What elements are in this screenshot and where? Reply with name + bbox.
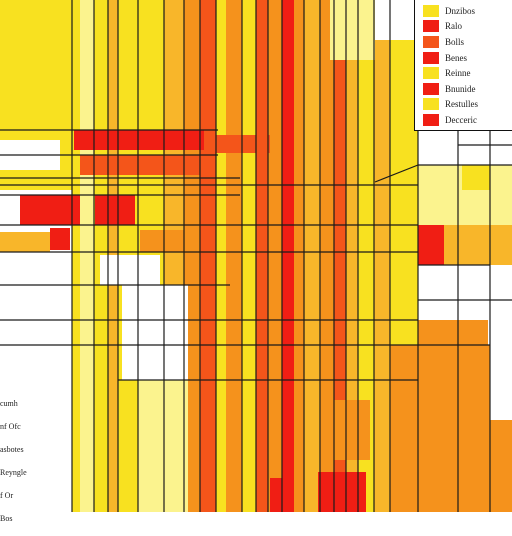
row-label: Bos <box>0 514 13 523</box>
legend-item: Reinne <box>423 65 512 81</box>
heatmap-chart <box>0 0 512 512</box>
heatmap-block <box>140 230 200 252</box>
row-label: nf Ofc <box>0 422 21 431</box>
legend-swatch <box>423 67 439 80</box>
legend-item: Dnzibos <box>423 3 512 19</box>
heatmap-column <box>374 0 390 512</box>
heatmap-column <box>226 0 242 512</box>
legend-item: Ralo <box>423 19 512 35</box>
row-label: f Or <box>0 491 14 500</box>
legend-swatch <box>423 82 439 95</box>
heatmap-block <box>418 265 490 320</box>
heatmap-block <box>100 255 160 285</box>
heatmap-block <box>80 155 200 175</box>
heatmap-block <box>210 135 270 153</box>
heatmap-column <box>304 0 320 512</box>
heatmap-block <box>138 380 188 512</box>
heatmap-block <box>490 300 512 420</box>
heatmap-block <box>320 400 370 460</box>
heatmap-column <box>282 0 294 512</box>
heatmap-block <box>95 195 135 225</box>
heatmap-block <box>20 195 80 225</box>
heatmap-column <box>320 0 334 512</box>
heatmap-block <box>418 225 444 265</box>
heatmap-block <box>418 320 458 345</box>
heatmap-column <box>200 0 216 512</box>
legend-label: Dnzibos <box>445 5 475 16</box>
heatmap-block <box>50 228 70 250</box>
legend-item: Bolls <box>423 34 512 50</box>
heatmap-column <box>256 0 268 512</box>
heatmap-block <box>330 0 375 60</box>
legend-swatch <box>423 98 439 111</box>
heatmap-block <box>0 0 72 130</box>
heatmap-block <box>122 285 188 380</box>
heatmap-column <box>334 0 346 512</box>
heatmap-column <box>72 0 80 512</box>
heatmap-block <box>0 232 50 252</box>
heatmap-column <box>346 0 358 512</box>
heatmap-block <box>74 130 204 150</box>
heatmap-block <box>458 320 488 345</box>
legend-item: Decceric <box>423 112 512 128</box>
legend: Dnzibos Ralo Bolls Benes Reinne Bnunide Restul… <box>414 0 512 131</box>
heatmap-column <box>358 0 374 512</box>
heatmap-cell <box>318 472 366 512</box>
heatmap-block <box>462 165 490 190</box>
heatmap-column <box>294 0 304 512</box>
heatmap-block <box>375 0 414 40</box>
legend-label: Reinne <box>445 68 471 79</box>
heatmap-column <box>216 0 226 512</box>
row-label: Reyngle <box>0 468 27 477</box>
legend-label: Ralo <box>445 21 462 32</box>
legend-label: Benes <box>445 52 467 63</box>
legend-label: Restulles <box>445 99 478 110</box>
legend-item: Restulles <box>423 97 512 113</box>
heatmap-column <box>80 0 94 512</box>
heatmap-block <box>444 225 512 265</box>
row-labels: cumh nf Ofc asbotes Reyngle f Or Bos <box>0 398 34 536</box>
legend-swatch <box>423 113 439 126</box>
row-label: cumh <box>0 399 18 408</box>
heatmap-column <box>242 0 256 512</box>
heatmap-column <box>268 0 282 512</box>
legend-swatch <box>423 51 439 64</box>
grid-line <box>374 164 419 183</box>
legend-label: Bolls <box>445 36 465 47</box>
heatmap-block <box>390 345 490 512</box>
legend-label: Decceric <box>445 114 477 125</box>
legend-label: Bnunide <box>445 83 476 94</box>
legend-swatch <box>423 20 439 33</box>
legend-swatch <box>423 35 439 48</box>
row-label: asbotes <box>0 445 24 454</box>
legend-swatch <box>423 4 439 17</box>
heatmap-block <box>490 420 512 512</box>
legend-item: Bnunide <box>423 81 512 97</box>
legend-item: Benes <box>423 50 512 66</box>
